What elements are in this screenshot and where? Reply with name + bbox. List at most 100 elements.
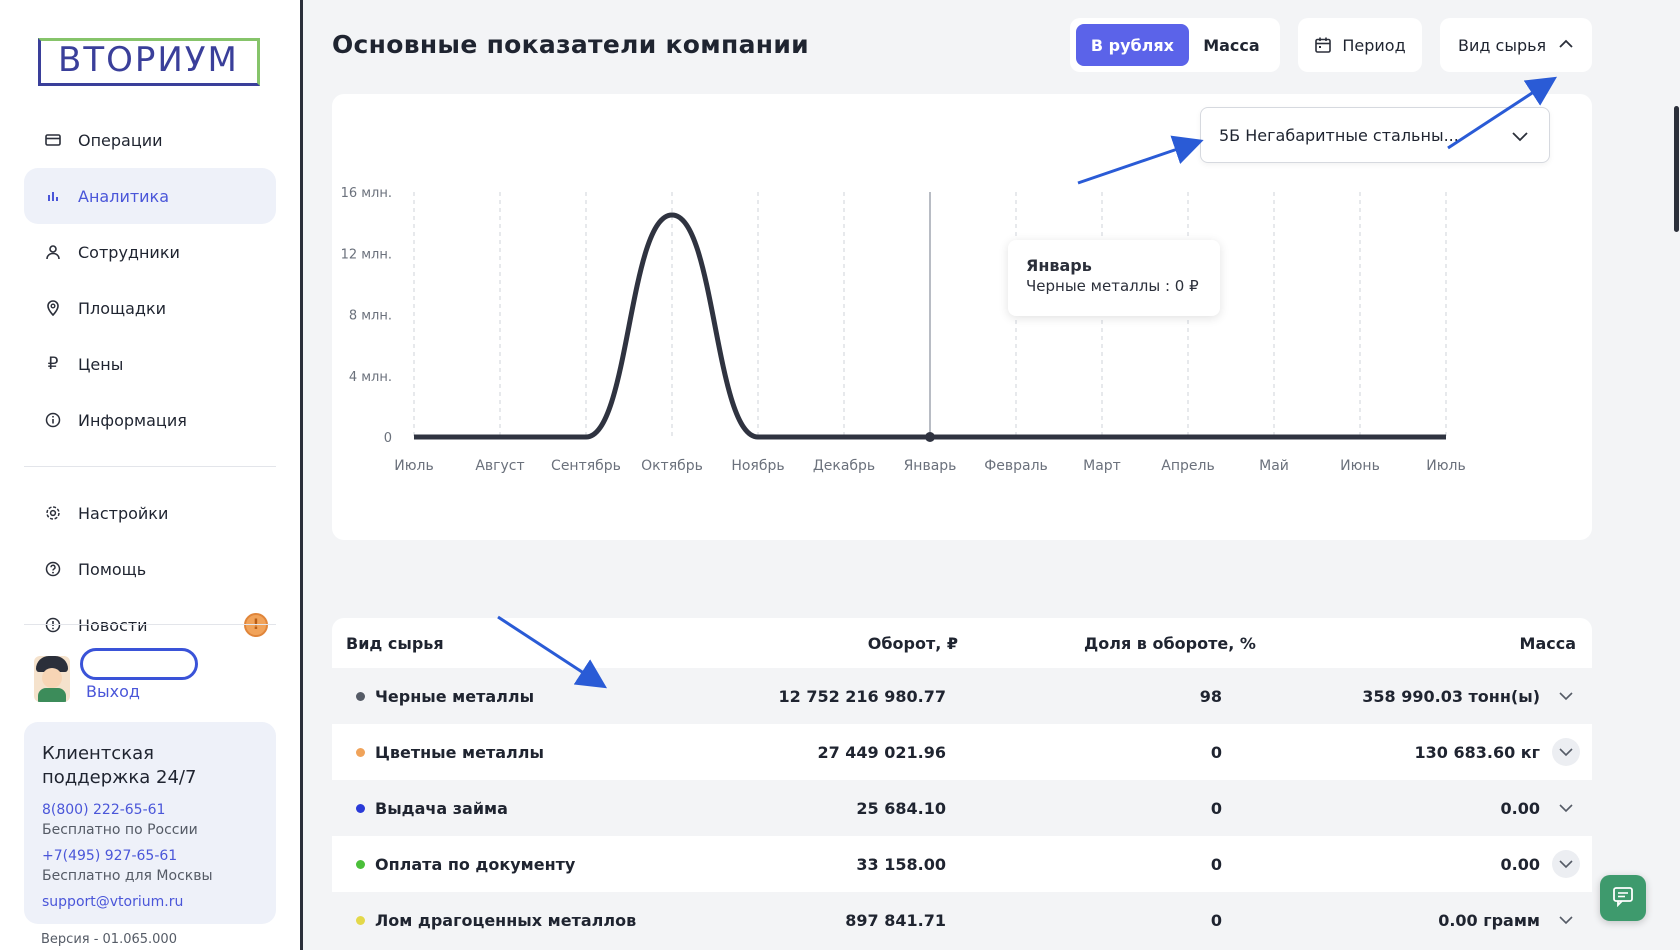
sidebar-divider — [24, 624, 276, 625]
info-icon — [44, 411, 62, 429]
x-tick-label: Январь — [904, 458, 957, 474]
x-tick-label: Июль — [1426, 458, 1465, 474]
row-raw-type: Выдача займа — [346, 799, 508, 818]
sidebar-item-label: Помощь — [78, 559, 147, 579]
series-dot — [356, 691, 365, 701]
chart-card — [332, 94, 1592, 540]
user-name-field[interactable] — [80, 648, 198, 680]
y-tick-label: 0 — [384, 431, 392, 446]
logo-text: ВТОРИУМ — [58, 40, 239, 80]
row-mass: 0.00 — [1500, 854, 1540, 874]
toggle-mass-button[interactable]: Масса — [1203, 35, 1260, 55]
sidebar-item-sites[interactable]: Площадки — [24, 280, 276, 336]
expand-row-button[interactable] — [1552, 906, 1580, 934]
period-label: Период — [1342, 35, 1406, 55]
sidebar-item-settings[interactable]: Настройки — [24, 485, 276, 541]
calendar-icon — [1314, 36, 1332, 54]
chart-bars-icon — [44, 187, 62, 205]
logout-link[interactable]: Выход — [86, 682, 140, 701]
sidebar-item-analytics[interactable]: Аналитика — [24, 168, 276, 224]
table-row[interactable]: Выдача займа 25 684.10 0 0.00 — [332, 780, 1592, 836]
raw-type-button[interactable]: Вид сырья — [1440, 18, 1592, 72]
y-tick-label: 16 млн. — [341, 186, 392, 201]
x-tick-label: Ноябрь — [731, 458, 784, 474]
row-share: 0 — [1210, 798, 1222, 818]
row-mass: 130 683.60 кг — [1414, 742, 1541, 762]
logo[interactable]: ВТОРИУМ — [24, 30, 272, 90]
tooltip-value: Черные металлы : 0 ₽ — [1026, 277, 1199, 295]
expand-row-button[interactable] — [1552, 738, 1580, 766]
card-icon — [44, 131, 62, 149]
table-row[interactable]: Оплата по документу 33 158.00 0 0.00 — [332, 836, 1592, 892]
sidebar-item-prices[interactable]: ₽ Цены — [24, 336, 276, 392]
sidebar-item-label: Сотрудники — [78, 242, 180, 262]
sidebar-item-label: Аналитика — [78, 186, 170, 206]
row-mass: 0.00 — [1500, 798, 1540, 818]
pin-icon — [44, 299, 62, 317]
chevron-down-icon — [1559, 860, 1573, 869]
toggle-rubles-button[interactable]: В рублях — [1076, 24, 1189, 66]
table-row[interactable]: Лом драгоценных металлов 897 841.71 0 0.00 … — [332, 892, 1592, 948]
chevron-up-icon — [1558, 36, 1574, 52]
chevron-down-icon — [1559, 748, 1573, 757]
sidebar-item-label: Цены — [78, 354, 124, 374]
chat-icon — [1612, 885, 1634, 911]
support-phone-1-note: Бесплатно по России — [42, 822, 198, 838]
x-tick-label: Апрель — [1161, 458, 1214, 474]
sidebar-item-label: Площадки — [78, 298, 167, 318]
support-phone-2[interactable]: +7(495) 927-65-61 — [42, 848, 178, 864]
row-share: 0 — [1210, 854, 1222, 874]
row-name: Цветные металлы — [375, 742, 544, 762]
chat-button[interactable] — [1600, 875, 1646, 921]
row-turnover: 25 684.10 — [856, 798, 946, 818]
avatar[interactable] — [34, 656, 70, 702]
raw-material-table: Вид сырья Оборот, ₽ Доля в обороте, % Ма… — [332, 618, 1592, 948]
support-title: Клиентская поддержка 24/7 — [42, 743, 197, 788]
x-tick-label: Сентябрь — [551, 458, 621, 474]
data-point — [925, 432, 935, 442]
chevron-down-icon — [1559, 692, 1573, 701]
sidebar-item-help[interactable]: Помощь — [24, 541, 276, 597]
raw-type-label: Вид сырья — [1458, 35, 1547, 55]
row-raw-type: Оплата по документу — [346, 855, 575, 874]
chart-tooltip: Январь Черные металлы : 0 ₽ — [1008, 240, 1220, 316]
row-name: Лом драгоценных металлов — [375, 910, 637, 930]
sidebar-item-news[interactable]: Новости ! — [24, 597, 276, 653]
table-row[interactable]: Черные металлы 12 752 216 980.77 98 358 990… — [332, 668, 1592, 724]
row-raw-type: Цветные металлы — [346, 743, 544, 762]
header-turnover: Оборот, ₽ — [867, 633, 958, 653]
header-mass: Масса — [1519, 633, 1576, 653]
sidebar-item-label: Новости — [78, 615, 148, 635]
logo-frame — [38, 38, 260, 86]
chevron-down-icon — [1559, 916, 1573, 925]
series-dot — [356, 803, 365, 813]
support-email[interactable]: support@vtorium.ru — [42, 894, 184, 910]
table-header: Вид сырья Оборот, ₽ Доля в обороте, % Ма… — [332, 618, 1592, 668]
expand-row-button[interactable] — [1552, 794, 1580, 822]
row-name: Оплата по документу — [375, 854, 576, 874]
sidebar-item-label: Операции — [78, 130, 163, 150]
app-version: Версия - 01.065.000 — [41, 932, 177, 947]
row-mass: 358 990.03 тонн(ы) — [1362, 686, 1540, 706]
table-row[interactable]: Цветные металлы 27 449 021.96 0 130 683.60 … — [332, 724, 1592, 780]
period-button[interactable]: Период — [1298, 18, 1422, 72]
scrollbar-thumb[interactable] — [1674, 106, 1679, 232]
user-row: Выход — [24, 644, 276, 716]
series-dot — [356, 747, 365, 757]
unit-toggle: В рублях Масса — [1070, 18, 1280, 72]
sidebar-nav: Операции Аналитика Сотрудники Площадки ₽… — [24, 112, 276, 653]
support-phone-1[interactable]: 8(800) 222-65-61 — [42, 802, 166, 818]
expand-row-button[interactable] — [1552, 850, 1580, 878]
row-name: Выдача займа — [375, 798, 508, 818]
chevron-down-icon — [1511, 128, 1529, 144]
row-turnover: 12 752 216 980.77 — [778, 686, 946, 706]
y-tick-label: 12 млн. — [341, 247, 392, 262]
support-card: Клиентская поддержка 24/7 8(800) 222-65-… — [24, 722, 276, 924]
sidebar-item-info[interactable]: Информация — [24, 392, 276, 448]
row-share: 0 — [1210, 910, 1222, 930]
sidebar-item-operations[interactable]: Операции — [24, 112, 276, 168]
expand-row-button[interactable] — [1552, 682, 1580, 710]
x-tick-label: Май — [1259, 458, 1289, 474]
raw-material-select[interactable]: 5Б Негабаритные стальны... — [1200, 107, 1550, 163]
sidebar-item-employees[interactable]: Сотрудники — [24, 224, 276, 280]
